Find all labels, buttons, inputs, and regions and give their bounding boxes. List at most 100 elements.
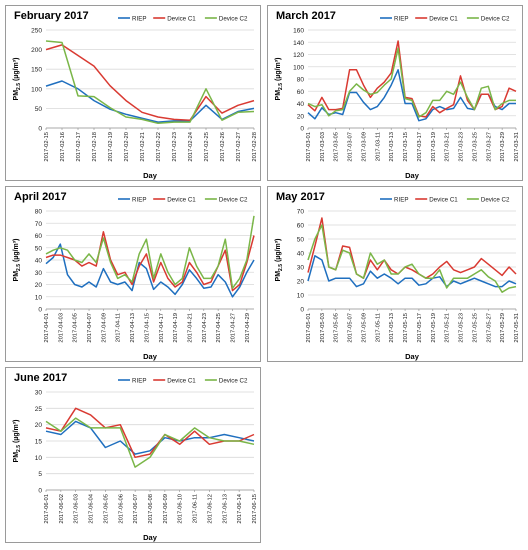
x-tick-label: 2017-05-03: [320, 313, 326, 343]
chart-title: May 2017: [276, 191, 325, 203]
x-tick-label: 2017-04-25: [216, 313, 222, 343]
x-tick-label: 2017-04-05: [73, 313, 79, 343]
legend-label: RIEP: [132, 197, 146, 204]
y-axis-label: PM2.5 (µg/m³): [13, 239, 22, 282]
chart-svg: 0 10 20 30 40 50 60 70 2017-05-01 2017-05-03 2017-…: [275, 197, 520, 362]
y-tick-label: 250: [31, 28, 42, 35]
x-tick-label: 2017-04-01: [44, 313, 50, 343]
x-tick-label: 2017-05-21: [445, 313, 451, 343]
x-tick-label: 2017-04-03: [58, 313, 64, 343]
chart-panel-april: April 2017 0 10 20 30 40 50 60 70 80 2017-04-01 20…: [5, 186, 261, 362]
x-tick-label: 2017-02-23: [172, 132, 178, 162]
y-tick-label: 70: [35, 221, 43, 228]
legend-label: RIEP: [394, 16, 408, 23]
x-tick-label: 2017-05-25: [472, 313, 478, 343]
legend-label: Device C2: [219, 197, 248, 204]
series-line-riep: [45, 80, 255, 123]
x-tick-label: 2017-03-27: [486, 132, 492, 162]
y-tick-label: 40: [297, 251, 305, 258]
x-tick-label: 2017-02-27: [236, 132, 242, 162]
x-tick-label: 2017-05-07: [348, 313, 354, 343]
x-tick-label: 2017-03-25: [472, 132, 478, 162]
chart-panel-february: February 2017 0 50 100 150 200 250 2017-02-15 2…: [5, 5, 261, 181]
x-tick-label: 2017-05-15: [403, 313, 409, 343]
x-tick-label: 2017-02-21: [140, 132, 146, 162]
y-tick-label: 80: [297, 77, 305, 84]
x-tick-label: 2017-04-15: [144, 313, 150, 343]
x-tick-label: 2017-04-07: [87, 313, 93, 343]
x-tick-label: 2017-06-14: [237, 493, 243, 523]
x-tick-label: 2017-06-10: [178, 494, 184, 524]
y-tick-label: 50: [297, 237, 305, 244]
x-tick-label: 2017-05-19: [431, 313, 437, 343]
x-tick-label: 2017-03-23: [459, 132, 465, 162]
x-tick-label: 2017-06-09: [163, 494, 169, 524]
y-axis-label: PM2.5 (µg/m³): [275, 58, 284, 101]
legend-label: Device C1: [167, 16, 196, 23]
x-tick-label: 2017-05-05: [334, 313, 340, 343]
x-tick-label: 2017-03-17: [417, 132, 423, 162]
y-tick-label: 50: [35, 245, 43, 252]
x-tick-label: 2017-06-08: [148, 494, 154, 524]
series-line-device-c2: [307, 47, 516, 118]
legend-label: Device C2: [481, 197, 510, 204]
y-axis-label: PM2.5 (µg/m³): [13, 58, 22, 101]
chart-svg: 0 10 20 30 40 50 60 70 80 2017-04-01 2017-04-03 201…: [13, 197, 255, 361]
y-tick-label: 20: [297, 113, 305, 120]
y-tick-label: 20: [297, 279, 305, 286]
x-tick-label: 2017-03-05: [334, 132, 340, 162]
x-tick-label: 2017-05-13: [389, 313, 395, 343]
x-tick-label: 2017-03-13: [389, 132, 395, 162]
legend-label: RIEP: [394, 197, 408, 204]
x-axis-label: Day: [143, 533, 158, 542]
chart-title: March 2017: [276, 10, 336, 22]
legend-label: Device C1: [429, 197, 458, 204]
x-tick-label: 2017-02-22: [156, 132, 162, 162]
legend-label: Device C2: [219, 16, 248, 23]
y-tick-label: 0: [38, 488, 42, 495]
y-tick-label: 70: [297, 209, 305, 216]
x-tick-label: 2017-03-11: [375, 132, 381, 161]
x-tick-label: 2017-05-01: [306, 313, 312, 343]
x-tick-label: 2017-02-18: [92, 132, 98, 162]
y-tick-label: 10: [297, 293, 305, 300]
y-tick-label: 30: [297, 265, 305, 272]
y-tick-label: 30: [35, 270, 43, 277]
legend-label: RIEP: [132, 378, 146, 385]
x-tick-label: 2017-02-15: [44, 132, 50, 162]
legend-label: Device C2: [219, 378, 248, 385]
x-tick-label: 2017-06-06: [118, 494, 124, 524]
series-line-device-c1: [307, 217, 517, 279]
series-line-riep: [45, 243, 255, 298]
y-tick-label: 120: [293, 52, 304, 59]
x-tick-label: 2017-05-27: [486, 313, 492, 343]
legend-label: RIEP: [132, 16, 146, 23]
x-tick-label: 2017-04-09: [101, 313, 107, 343]
x-tick-label: 2017-02-28: [252, 132, 258, 162]
x-tick-label: 2017-05-23: [459, 313, 465, 343]
y-tick-label: 0: [300, 307, 304, 314]
x-tick-label: 2017-04-27: [230, 313, 236, 343]
x-tick-label: 2017-04-23: [202, 313, 208, 343]
x-tick-label: 2017-03-07: [348, 132, 354, 162]
x-tick-label: 2017-02-26: [220, 132, 226, 162]
x-tick-label: 2017-02-17: [76, 132, 82, 162]
x-axis-label: Day: [405, 352, 420, 361]
x-tick-label: 2017-02-20: [124, 132, 130, 162]
x-tick-label: 2017-06-02: [59, 494, 65, 524]
y-tick-label: 40: [297, 101, 305, 108]
series-line-riep: [307, 255, 517, 288]
series-line-device-c2: [45, 215, 255, 289]
x-tick-label: 2017-03-01: [306, 132, 312, 162]
y-tick-label: 10: [35, 294, 43, 301]
y-tick-label: 150: [31, 67, 42, 74]
x-tick-label: 2017-04-17: [159, 313, 165, 343]
legend-label: Device C1: [167, 378, 196, 385]
x-tick-label: 2017-05-31: [514, 313, 520, 343]
x-tick-label: 2017-06-07: [133, 494, 139, 524]
x-tick-label: 2017-06-15: [252, 494, 258, 524]
x-tick-label: 2017-06-05: [103, 494, 109, 524]
x-tick-label: 2017-03-29: [500, 132, 506, 162]
y-tick-label: 100: [31, 86, 42, 93]
y-tick-label: 20: [35, 282, 43, 289]
